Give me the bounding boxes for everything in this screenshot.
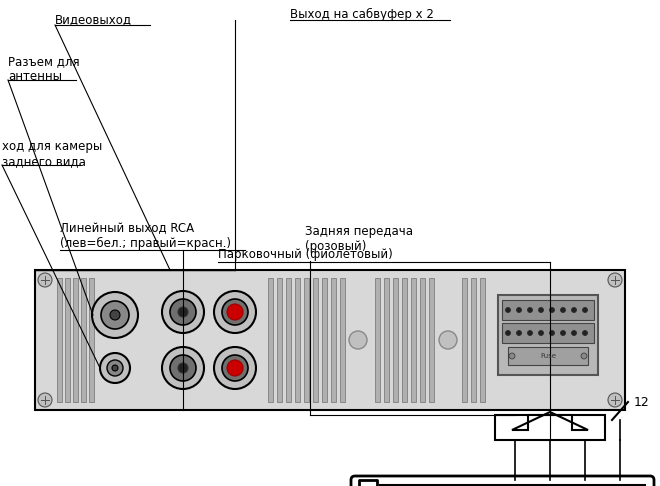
Bar: [429, 278, 434, 402]
Text: ход для камеры
заднего вида: ход для камеры заднего вида: [2, 140, 102, 168]
Bar: [313, 278, 318, 402]
Circle shape: [583, 330, 587, 335]
Circle shape: [572, 330, 576, 335]
Bar: [268, 278, 273, 402]
Circle shape: [170, 355, 196, 381]
Circle shape: [38, 393, 52, 407]
Bar: [508, 347, 588, 365]
Bar: [331, 278, 336, 402]
Circle shape: [112, 365, 118, 371]
Bar: [384, 278, 389, 402]
Circle shape: [38, 273, 52, 287]
Circle shape: [506, 330, 510, 335]
Bar: [480, 278, 485, 402]
Circle shape: [92, 292, 138, 338]
Circle shape: [539, 308, 543, 312]
Bar: [81, 278, 86, 402]
FancyBboxPatch shape: [351, 476, 654, 486]
Circle shape: [227, 360, 243, 376]
Bar: [502, 300, 594, 320]
Circle shape: [162, 291, 204, 333]
Bar: [277, 278, 282, 402]
Circle shape: [349, 331, 367, 349]
Text: 12: 12: [634, 396, 649, 409]
Circle shape: [222, 355, 248, 381]
Circle shape: [214, 291, 256, 333]
Bar: [304, 278, 309, 402]
Bar: [502, 323, 594, 343]
Bar: [65, 278, 70, 402]
Polygon shape: [512, 412, 588, 430]
Bar: [380, 485, 645, 486]
Circle shape: [506, 308, 510, 312]
Bar: [35, 270, 625, 410]
Circle shape: [439, 331, 457, 349]
Circle shape: [509, 353, 515, 359]
Bar: [462, 278, 467, 402]
Circle shape: [527, 308, 533, 312]
Circle shape: [107, 360, 123, 376]
Circle shape: [101, 301, 129, 329]
Circle shape: [583, 308, 587, 312]
Circle shape: [178, 307, 188, 317]
Circle shape: [517, 308, 521, 312]
Circle shape: [170, 299, 196, 325]
Bar: [340, 278, 345, 402]
Circle shape: [572, 308, 576, 312]
Bar: [393, 278, 398, 402]
Circle shape: [560, 308, 566, 312]
Bar: [495, 415, 605, 440]
Circle shape: [539, 330, 543, 335]
Text: Задняя передача
(розовый): Задняя передача (розовый): [305, 225, 413, 253]
Circle shape: [214, 347, 256, 389]
Circle shape: [227, 304, 243, 320]
Bar: [471, 278, 476, 402]
Bar: [420, 278, 425, 402]
Text: Линейный выход RCA
(лев=бел.; правый=красн.): Линейный выход RCA (лев=бел.; правый=кра…: [60, 222, 231, 250]
Bar: [286, 278, 291, 402]
Bar: [498, 295, 598, 375]
Circle shape: [550, 308, 554, 312]
Circle shape: [110, 310, 120, 320]
Circle shape: [178, 363, 188, 373]
Text: Fuse: Fuse: [540, 353, 556, 359]
Circle shape: [162, 347, 204, 389]
Circle shape: [608, 273, 622, 287]
Circle shape: [560, 330, 566, 335]
Circle shape: [608, 393, 622, 407]
Bar: [73, 278, 78, 402]
Bar: [402, 278, 407, 402]
Circle shape: [222, 299, 248, 325]
Bar: [295, 278, 300, 402]
Bar: [375, 278, 380, 402]
Circle shape: [527, 330, 533, 335]
Bar: [322, 278, 327, 402]
Text: Разъем для
антенны: Разъем для антенны: [8, 55, 80, 83]
Circle shape: [581, 353, 587, 359]
Text: Парковочный (фиолетовый): Парковочный (фиолетовый): [218, 248, 393, 261]
Text: Видеовыход: Видеовыход: [55, 13, 132, 26]
Bar: [411, 278, 416, 402]
Text: Выход на сабвуфер х 2: Выход на сабвуфер х 2: [290, 8, 434, 21]
Circle shape: [550, 330, 554, 335]
Bar: [89, 278, 94, 402]
Circle shape: [100, 353, 130, 383]
Circle shape: [517, 330, 521, 335]
Bar: [57, 278, 62, 402]
